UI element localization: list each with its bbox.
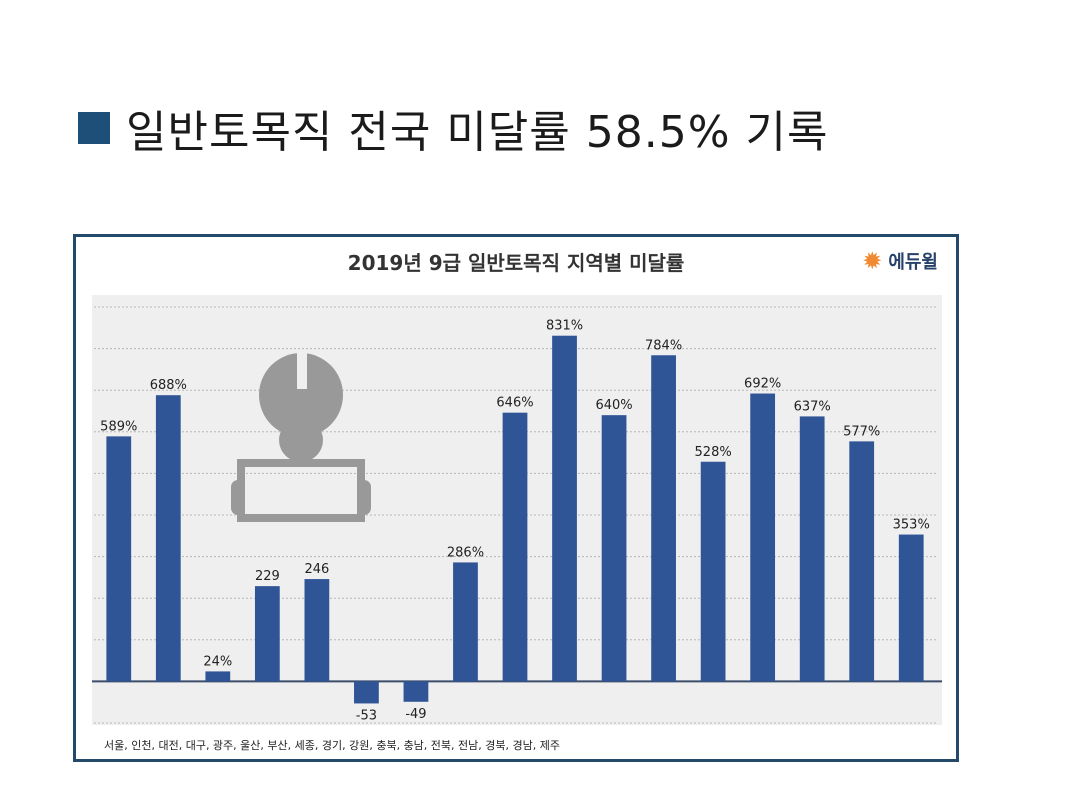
value-label: 637%: [794, 399, 831, 414]
bar-울산: [354, 681, 379, 704]
value-label: 353%: [893, 518, 930, 533]
value-label: 692%: [744, 377, 781, 392]
brand-logo: ✹ 에듀윌: [862, 247, 938, 275]
value-label: 229: [255, 569, 280, 584]
bar-제주: [898, 534, 924, 682]
value-label: 831%: [546, 319, 583, 334]
page-title: 일반토목직 전국 미달률 58.5% 기록: [126, 107, 829, 158]
value-label: 246: [304, 562, 329, 577]
chart-frame: 2019년 9급 일반토목직 지역별 미달률 ✹ 에듀윌 589% 688% 24%…: [73, 234, 959, 762]
value-label: -49: [405, 707, 426, 722]
region-list: 서울, 인천, 대전, 대구, 광주, 울산, 부산, 세종, 경기, 강원, …: [104, 737, 568, 753]
page-title-row: 일반토목직 전국 미달률 58.5% 기록: [78, 96, 828, 160]
brand-name: 에듀윌: [888, 252, 938, 273]
title-bullet: [78, 112, 110, 144]
bar-부산: [403, 681, 429, 702]
bar-세종: [453, 562, 478, 682]
chart-title: 2019년 9급 일반토목직 지역별 미달률: [347, 251, 685, 275]
bar-경기: [502, 412, 528, 682]
value-label: 640%: [595, 398, 632, 413]
bars: [106, 335, 924, 704]
bar-경북: [799, 416, 825, 682]
value-label: 589%: [100, 419, 137, 434]
value-label: 784%: [645, 338, 682, 353]
bar-전북: [700, 461, 726, 682]
bar-광주: [304, 579, 330, 682]
bar-인천: [155, 395, 181, 682]
bar-전남: [750, 393, 776, 682]
helmet-worker-icon: [231, 353, 371, 522]
value-label: -53: [356, 708, 377, 723]
value-label: 24%: [203, 654, 232, 669]
value-label: 577%: [843, 424, 880, 439]
bar-경남: [849, 441, 875, 682]
bar-서울: [106, 436, 132, 682]
value-label: 528%: [695, 445, 732, 460]
value-label: 286%: [447, 545, 484, 560]
bar-대구: [254, 586, 280, 682]
value-label: 688%: [150, 378, 187, 393]
bar-강원: [552, 335, 577, 682]
bar-충남: [651, 355, 676, 682]
value-labels: 589% 688% 24% 229 246 -53 -49 286% 646% 831% 640% 7…: [100, 319, 930, 724]
bar-chart: 589% 688% 24% 229 246 -53 -49 286% 646% 831% 640% 7…: [92, 295, 942, 725]
region-list-text: 서울, 인천, 대전, 대구, 광주, 울산, 부산, 세종, 경기, 강원, …: [104, 739, 560, 752]
sun-icon: ✹: [862, 247, 883, 275]
value-label: 646%: [496, 396, 533, 411]
bar-충북: [601, 415, 627, 682]
bar-대전: [205, 671, 231, 682]
